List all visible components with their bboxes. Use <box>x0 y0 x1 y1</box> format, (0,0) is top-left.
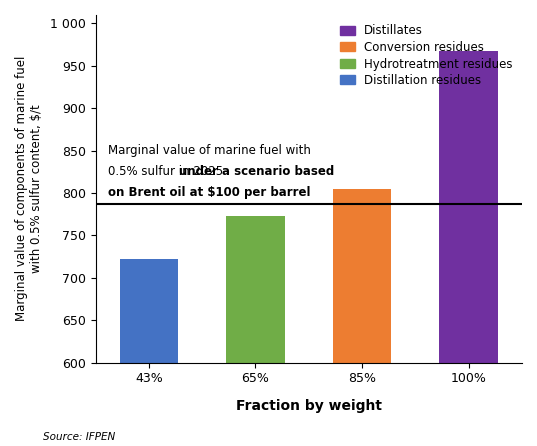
Text: under a scenario based: under a scenario based <box>179 165 334 178</box>
Text: 0.5% sulfur in 2025: 0.5% sulfur in 2025 <box>108 165 227 178</box>
Bar <box>333 189 391 446</box>
Text: on Brent oil at $100 per barrel: on Brent oil at $100 per barrel <box>108 186 311 199</box>
Text: Marginal value of marine fuel with: Marginal value of marine fuel with <box>108 144 311 157</box>
Bar <box>120 259 178 446</box>
Text: Source: IFPEN: Source: IFPEN <box>43 432 115 442</box>
X-axis label: Fraction by weight: Fraction by weight <box>236 399 382 413</box>
Legend: Distillates, Conversion residues, Hydrotreatment residues, Distillation residues: Distillates, Conversion residues, Hydrot… <box>337 21 516 91</box>
Bar <box>439 50 498 446</box>
Bar <box>226 216 285 446</box>
Y-axis label: Marginal value of components of marine fuel
with 0.5% sulfur content, $/t: Marginal value of components of marine f… <box>15 56 43 322</box>
